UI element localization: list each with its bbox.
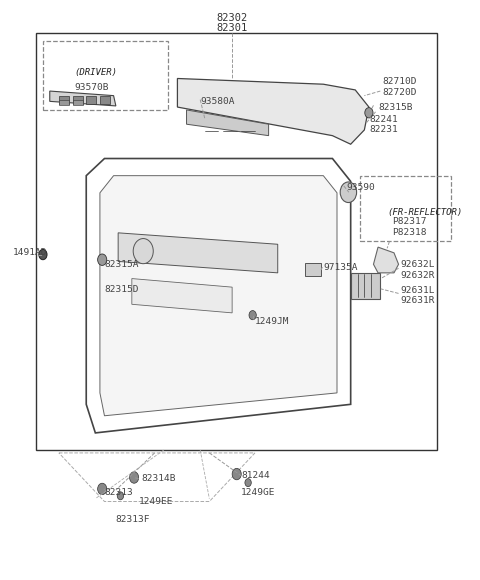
Text: 81244: 81244 (241, 472, 270, 480)
Circle shape (39, 249, 47, 260)
Text: (FR-REFLECTOR): (FR-REFLECTOR) (387, 208, 462, 218)
Bar (72, 100, 83, 105)
Text: 82301: 82301 (216, 23, 248, 33)
Text: 1249GE: 1249GE (241, 488, 276, 498)
Text: 93580A: 93580A (200, 97, 235, 106)
Circle shape (130, 472, 139, 483)
Polygon shape (373, 247, 398, 273)
Circle shape (340, 182, 357, 202)
Text: 82315D: 82315D (105, 285, 139, 295)
Text: 1249JM: 1249JM (255, 317, 289, 326)
Circle shape (97, 254, 107, 266)
Text: P82317
P82318: P82317 P82318 (392, 218, 426, 237)
Text: 1491AD: 1491AD (13, 248, 48, 258)
Circle shape (97, 483, 107, 495)
Bar (59, 100, 69, 105)
Bar (351, 273, 380, 299)
Text: 82302: 82302 (216, 13, 248, 23)
Bar (100, 96, 110, 104)
Text: (DRIVER): (DRIVER) (75, 68, 118, 77)
Bar (86, 96, 96, 104)
Text: 82241
82231: 82241 82231 (369, 114, 397, 134)
Circle shape (249, 310, 256, 320)
Bar (72, 96, 83, 104)
Text: 92632L
92632R: 92632L 92632R (401, 260, 435, 280)
Text: 82315A: 82315A (105, 260, 139, 269)
Text: 82314B: 82314B (141, 474, 176, 483)
Polygon shape (100, 176, 337, 416)
Polygon shape (132, 278, 232, 313)
Text: 1249EE: 1249EE (139, 497, 173, 506)
Circle shape (133, 238, 153, 264)
Circle shape (245, 478, 252, 487)
Text: 82313F: 82313F (116, 515, 150, 524)
Text: 82315B: 82315B (378, 103, 412, 111)
Circle shape (365, 108, 373, 118)
Text: 92631L
92631R: 92631L 92631R (401, 286, 435, 306)
Text: 82313: 82313 (105, 488, 133, 498)
Polygon shape (187, 110, 269, 136)
Polygon shape (50, 91, 116, 106)
Text: 82710D
82720D: 82710D 82720D (383, 77, 417, 97)
Text: 97135A: 97135A (324, 263, 358, 271)
Bar (305, 263, 321, 276)
Text: 93570B: 93570B (75, 82, 109, 92)
Circle shape (232, 469, 241, 480)
Bar (59, 96, 69, 104)
Polygon shape (118, 233, 278, 273)
Text: 93590: 93590 (346, 183, 375, 191)
Circle shape (117, 492, 124, 500)
Polygon shape (178, 78, 369, 144)
